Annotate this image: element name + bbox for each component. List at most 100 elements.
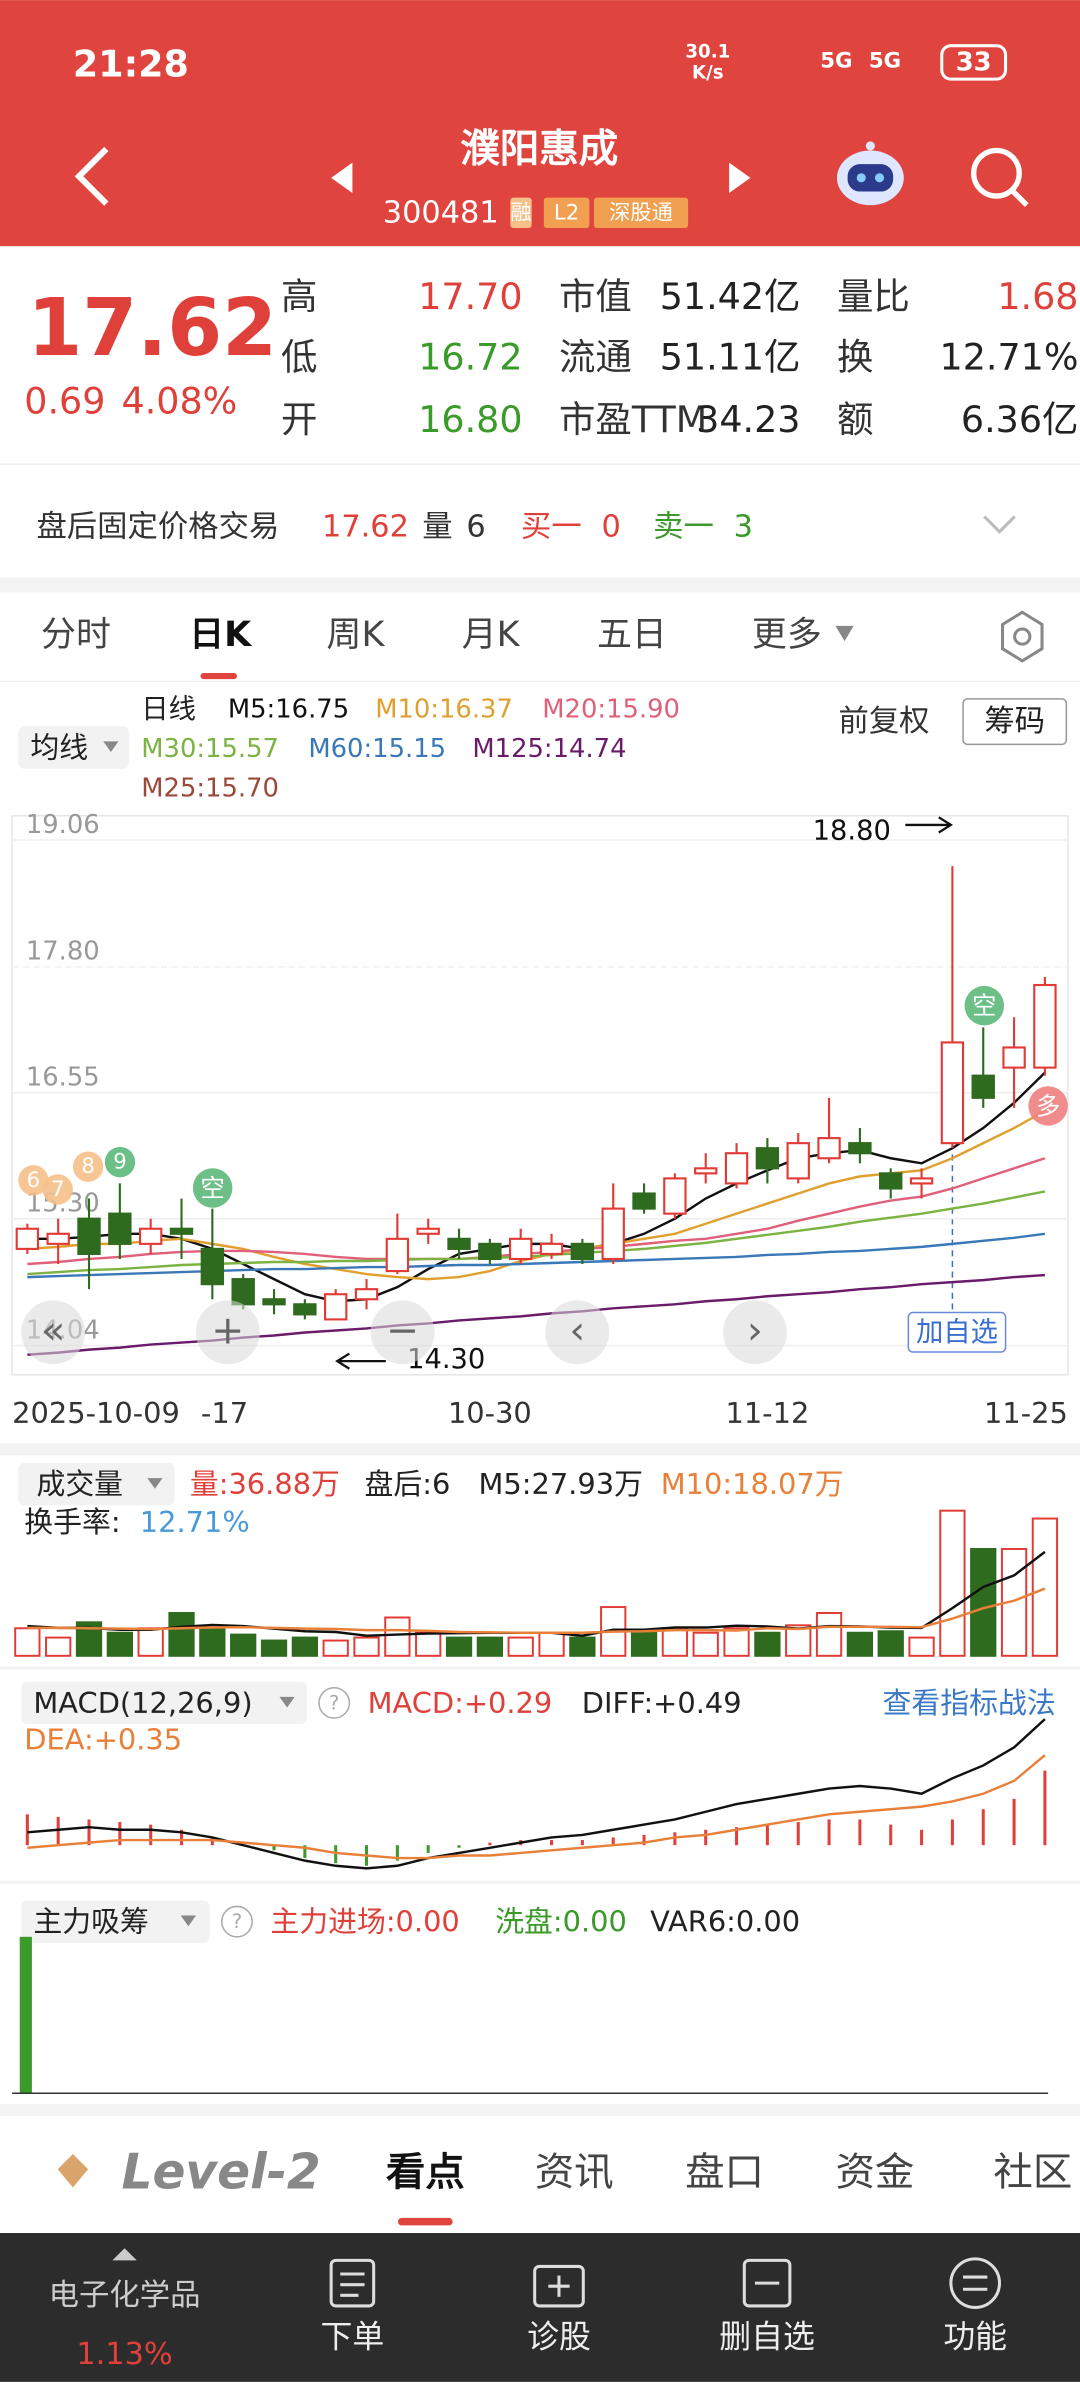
candle-body: [694, 1167, 718, 1175]
sector-name: 电子化学品: [49, 2278, 201, 2313]
nav-item[interactable]: 功能: [943, 2317, 1007, 2355]
volume-selector[interactable]: [18, 1462, 175, 1506]
volume-bar: [230, 1633, 257, 1657]
stat-label: 量比: [837, 275, 910, 318]
battery: [940, 44, 1008, 81]
indicator-value: 主力进场:0.00: [270, 1905, 459, 1939]
signal-marker: [192, 1168, 233, 1208]
prev-stock[interactable]: [331, 162, 353, 194]
period-tab[interactable]: 分时: [41, 615, 111, 655]
indicator-line: [27, 1754, 1046, 1860]
content-tab[interactable]: 社区: [993, 2149, 1072, 2195]
assistant-icon[interactable]: [836, 141, 904, 206]
clock: 21:28: [73, 42, 189, 85]
signal-label: 8: [81, 1154, 95, 1179]
content-tab[interactable]: 资讯: [535, 2149, 614, 2195]
adjust-mode[interactable]: 前复权: [838, 704, 929, 739]
stat-value: 17.70: [418, 275, 522, 318]
chart-control[interactable]: [195, 1300, 260, 1365]
volume-bar: [908, 1636, 935, 1657]
signal-label: 7: [51, 1177, 65, 1202]
volume-bar: [630, 1631, 658, 1657]
nav-item[interactable]: 删自选: [719, 2317, 815, 2355]
volume-bar: [353, 1636, 380, 1657]
candle-body: [724, 1152, 749, 1185]
candle-body: [971, 1074, 995, 1099]
next-stock[interactable]: [729, 162, 751, 194]
stock-name: 濮阳惠成: [460, 126, 618, 172]
indicator-bar: [19, 1936, 32, 2094]
expand-chevron[interactable]: [983, 515, 1016, 534]
help-icon[interactable]: [221, 1905, 253, 1938]
volume-bar: [260, 1639, 288, 1657]
content-tab[interactable]: 盘口: [685, 2149, 764, 2195]
divider: [0, 577, 1080, 593]
volume-bar: [754, 1631, 781, 1657]
nav-item[interactable]: 诊股: [527, 2317, 591, 2355]
period-tab[interactable]: 月K: [462, 615, 521, 655]
net-speed-unit: K/s: [692, 63, 724, 84]
divider: [0, 1880, 1080, 1884]
after-hours-volume: 盘后:6: [365, 1467, 451, 1501]
signal-marker: [104, 1146, 136, 1178]
level2-tab[interactable]: Level-2: [122, 2144, 321, 2200]
chart-control[interactable]: [545, 1300, 610, 1365]
back-button[interactable]: [74, 146, 109, 206]
period-tab[interactable]: 周K: [327, 615, 386, 655]
candle-body: [416, 1227, 440, 1235]
add-watch-label: 加自选: [916, 1317, 998, 1348]
period-tab[interactable]: 五日: [597, 615, 667, 655]
candle-body: [15, 1227, 40, 1250]
volume-bar: [692, 1631, 719, 1657]
candle-body: [1002, 1046, 1026, 1069]
period-tab[interactable]: 日K: [189, 615, 253, 655]
sector-change: 1.13%: [76, 2337, 172, 2372]
volume-selector-label: 成交量: [36, 1467, 123, 1501]
tab-indicator: [200, 673, 237, 680]
diff-value: DIFF:+0.49: [582, 1686, 742, 1720]
turnover-label: 换手率:: [24, 1505, 120, 1539]
macd-value: MACD:+0.29: [368, 1686, 553, 1720]
after-hours-vol: 6: [466, 510, 485, 545]
volume-bar: [1031, 1517, 1059, 1657]
help-icon[interactable]: [318, 1686, 351, 1719]
chart-control[interactable]: [21, 1300, 86, 1365]
volume-bar: [661, 1627, 689, 1657]
period-tab[interactable]: 更多: [752, 615, 822, 655]
candle-body: [755, 1147, 780, 1170]
indicator-selector[interactable]: [21, 1900, 210, 1943]
content-tab[interactable]: 看点: [386, 2149, 465, 2195]
chart-control-icon: −: [386, 1308, 419, 1354]
after-hours-vol-label: 量: [422, 510, 452, 545]
ma-button[interactable]: [18, 726, 130, 769]
volume-bar: [415, 1631, 442, 1657]
after-hours-price: 17.62: [322, 510, 409, 545]
signal-marker: [42, 1174, 73, 1205]
chart-control[interactable]: [370, 1300, 435, 1365]
add-watch-button[interactable]: [907, 1311, 1007, 1353]
nav-item[interactable]: 下单: [321, 2317, 385, 2355]
after-hours-sell-label: 卖一: [653, 510, 714, 545]
search-icon[interactable]: [971, 147, 1029, 208]
divider: [0, 463, 1080, 465]
divider: [0, 1443, 1080, 1456]
ma-legend-item: M125:14.74: [472, 734, 626, 764]
candle-body: [663, 1177, 687, 1215]
y-tick-label: 17.80: [26, 937, 100, 967]
content-tab[interactable]: 资金: [835, 2149, 914, 2195]
volume-bar: [291, 1636, 318, 1657]
candle-body: [231, 1278, 255, 1306]
strategy-link[interactable]: 查看指标战法: [883, 1686, 1056, 1720]
indicator-value: 洗盘:0.00: [495, 1905, 627, 1939]
stat-value: 16.80: [418, 398, 522, 441]
settings-icon[interactable]: [1001, 610, 1044, 663]
ma-legend-item: M25:15.70: [141, 773, 279, 803]
volume-bar: [199, 1627, 226, 1657]
chips-button[interactable]: [962, 698, 1068, 746]
badge-label: L2: [554, 200, 579, 225]
sector-expand[interactable]: [112, 2248, 137, 2261]
chart-control[interactable]: [723, 1300, 787, 1365]
candle-body: [385, 1237, 410, 1273]
volume-bar: [569, 1636, 596, 1657]
macd-selector[interactable]: [21, 1681, 307, 1725]
